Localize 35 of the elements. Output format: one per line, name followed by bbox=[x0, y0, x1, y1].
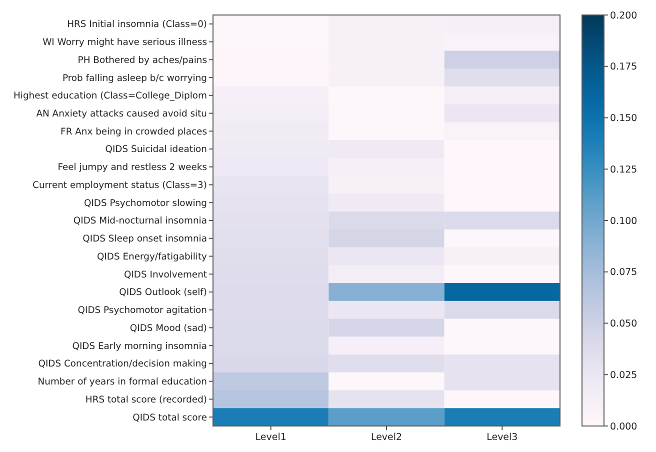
x-tick-label: Level3 bbox=[486, 432, 518, 443]
y-tick-label: Number of years in formal education bbox=[38, 376, 208, 388]
y-tick-label: QIDS total score bbox=[132, 412, 208, 424]
color-bar-label: 0.050 bbox=[610, 318, 638, 330]
y-tick-label: Highest education (Class=College_Diplom bbox=[14, 90, 208, 102]
y-tick-label: QIDS Mood (sad) bbox=[130, 322, 207, 334]
y-tick-label: QIDS Mid-nocturnal insomnia bbox=[73, 216, 207, 227]
x-tick-label: Level2 bbox=[370, 432, 402, 443]
y-tick-label: Feel jumpy and restless 2 weeks bbox=[58, 162, 208, 174]
y-tick-label: QIDS Outlook (self) bbox=[119, 287, 207, 298]
color-bar-label: 0.150 bbox=[610, 113, 638, 124]
x-tick-label: Level1 bbox=[255, 432, 286, 443]
y-tick-label: QIDS Psychomotor slowing bbox=[84, 198, 207, 209]
color-bar-label: 0.075 bbox=[610, 267, 638, 278]
y-tick-label: WI Worry might have serious illness bbox=[42, 37, 208, 48]
y-tick-label: Current employment status (Class=3) bbox=[32, 180, 207, 191]
y-tick-label: QIDS Concentration/decision making bbox=[38, 358, 207, 370]
color-bar-label: 0.100 bbox=[610, 216, 638, 227]
color-bar-label: 0.125 bbox=[610, 164, 638, 176]
y-tick-label: AN Anxiety attacks caused avoid situ bbox=[36, 108, 207, 120]
color-bar-label: 0.200 bbox=[610, 10, 638, 22]
y-tick-label: PH Bothered by aches/pains bbox=[78, 54, 208, 66]
y-tick-label: HRS total score (recorded) bbox=[85, 394, 207, 406]
y-tick-label: QIDS Psychomotor agitation bbox=[78, 305, 208, 316]
y-tick-label: Prob falling asleep b/c worrying bbox=[62, 72, 207, 84]
y-tick-label: FR Anx being in crowded places bbox=[60, 126, 208, 138]
color-bar-label: 0.175 bbox=[610, 62, 638, 73]
color-bar-label: 0.025 bbox=[610, 370, 638, 381]
y-tick-label: HRS Initial insomnia (Class=0) bbox=[67, 19, 207, 30]
color-bar-label: 0.000 bbox=[610, 421, 638, 432]
y-tick-label: QIDS Energy/fatigability bbox=[96, 251, 208, 262]
y-tick-label: QIDS Suicidal ideation bbox=[105, 144, 208, 156]
y-tick-label: QIDS Involvement bbox=[124, 269, 208, 280]
y-tick-label: QIDS Early morning insomnia bbox=[72, 340, 207, 352]
y-tick-label: QIDS Sleep onset insomnia bbox=[82, 234, 207, 245]
